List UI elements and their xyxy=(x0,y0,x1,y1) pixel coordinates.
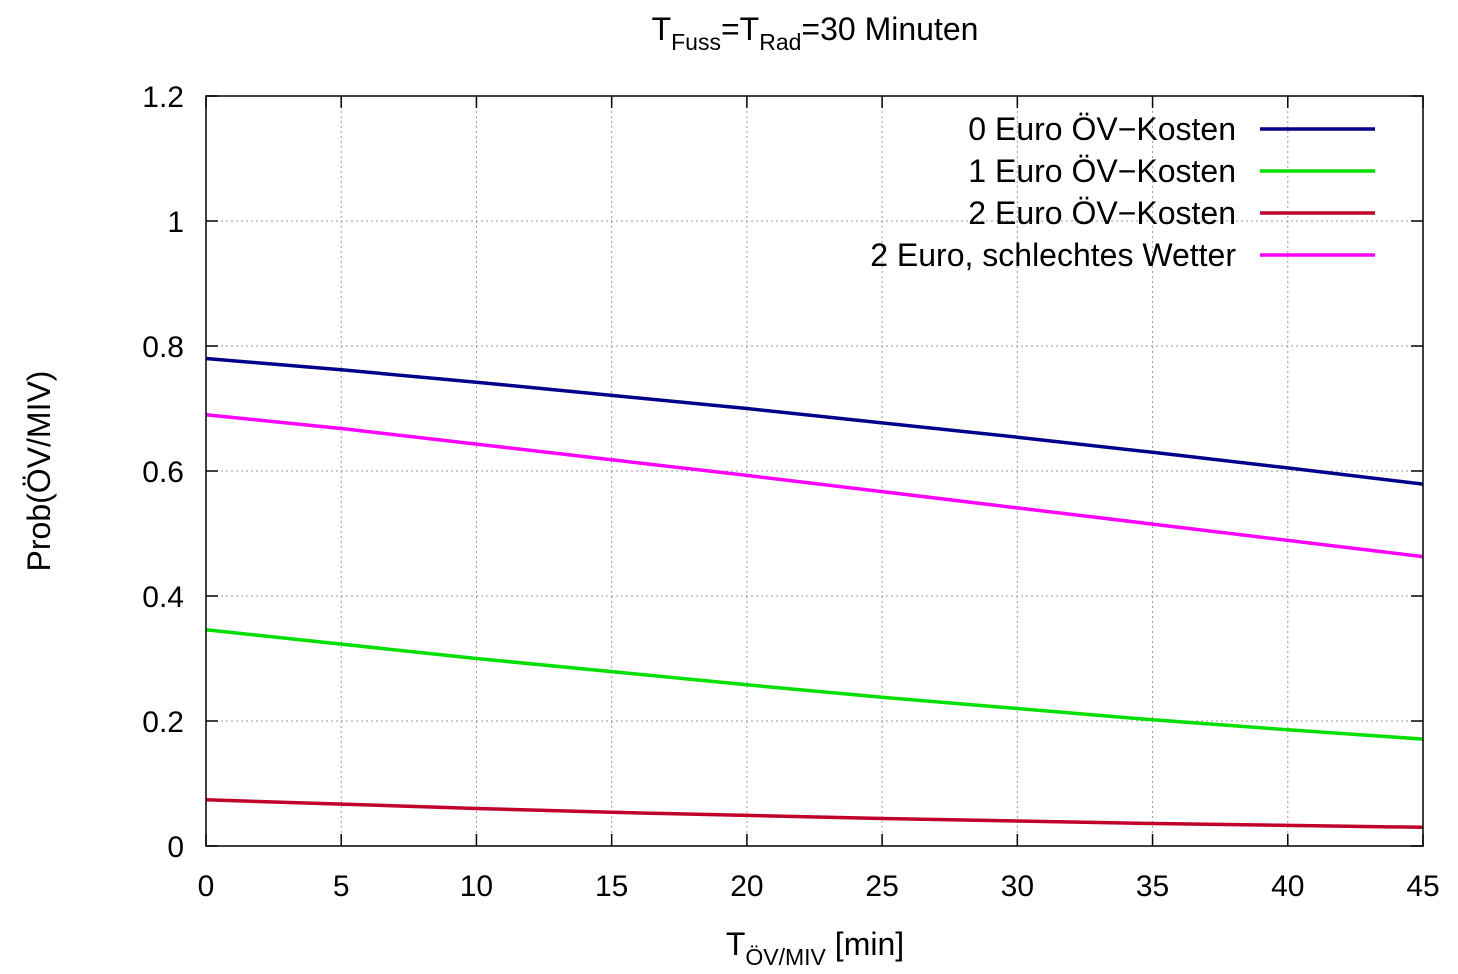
x-axis-label: TÖV/MIV [min] xyxy=(726,926,904,970)
series-line-3 xyxy=(205,798,1424,830)
chart-title: TFuss=TRad=30 Minuten xyxy=(652,11,979,55)
x-tick-label: 30 xyxy=(1001,870,1034,903)
x-tick-label: 45 xyxy=(1406,870,1439,903)
legend-entry: 0 Euro ÖV−Kosten xyxy=(968,111,1375,147)
series-line-2 xyxy=(205,628,1424,741)
legend-label: 0 Euro ÖV−Kosten xyxy=(968,111,1236,147)
legend-entry: 2 Euro ÖV−Kosten xyxy=(968,195,1375,231)
legend-label: 2 Euro, schlechtes Wetter xyxy=(870,237,1236,273)
series-group xyxy=(205,356,1424,830)
legend-entry: 1 Euro ÖV−Kosten xyxy=(968,153,1375,189)
series-line-4 xyxy=(205,413,1424,559)
y-axis-label: Prob(ÖV/MIV) xyxy=(21,371,57,572)
legend-label: 1 Euro ÖV−Kosten xyxy=(968,153,1236,189)
series-line-1 xyxy=(205,356,1424,486)
grid xyxy=(206,96,1423,846)
legend: 0 Euro ÖV−Kosten 1 Euro ÖV−Kosten 2 Euro Ö… xyxy=(870,111,1375,273)
x-tick-label: 15 xyxy=(595,870,628,903)
legend-label: 2 Euro ÖV−Kosten xyxy=(968,195,1236,231)
y-tick-label: 0 xyxy=(167,831,184,864)
x-tick-labels: 0 5 10 15 20 25 30 35 40 45 xyxy=(198,870,1440,903)
x-tick-label: 35 xyxy=(1136,870,1169,903)
x-tick-label: 10 xyxy=(460,870,493,903)
y-tick-label: 1.2 xyxy=(142,81,184,114)
axis-ticks xyxy=(205,95,1424,847)
y-tick-label: 0.6 xyxy=(142,456,184,489)
legend-entry: 2 Euro, schlechtes Wetter xyxy=(870,237,1375,273)
x-tick-label: 5 xyxy=(333,870,350,903)
x-tick-label: 20 xyxy=(730,870,763,903)
y-tick-label: 0.4 xyxy=(142,581,184,614)
x-tick-label: 0 xyxy=(198,870,215,903)
x-tick-label: 40 xyxy=(1271,870,1304,903)
plot-frame xyxy=(205,95,1424,847)
y-tick-label: 0.2 xyxy=(142,706,184,739)
y-tick-label: 1 xyxy=(167,206,184,239)
x-tick-label: 25 xyxy=(865,870,898,903)
y-tick-label: 0.8 xyxy=(142,331,184,364)
y-tick-labels: 0 0.2 0.4 0.6 0.8 1 1.2 xyxy=(142,81,184,864)
